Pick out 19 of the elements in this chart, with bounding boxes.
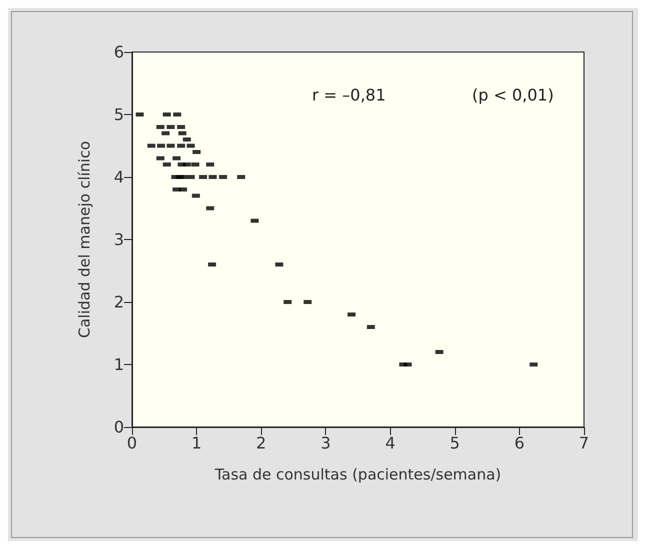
y-tick-label: 4: [114, 168, 124, 186]
x-axis-title: Tasa de consultas (pacientes/semana): [214, 466, 502, 484]
y-tick-label: 5: [114, 105, 124, 124]
annotation: r = –0,81: [312, 86, 386, 104]
y-tick-label: 6: [114, 42, 124, 62]
x-tick-label: 5: [450, 434, 460, 452]
annotation: (p < 0,01): [472, 86, 554, 104]
x-tick-label: 3: [320, 434, 331, 452]
x-tick-label: 7: [578, 434, 590, 452]
y-tick-label: 0: [114, 418, 124, 436]
y-tick-label: 2: [114, 292, 124, 312]
x-tick-label: 6: [514, 434, 525, 452]
x-tick-label: 2: [256, 434, 266, 452]
y-tick-label: 1: [114, 355, 124, 374]
y-axis-title: Calidad del manejo clínico: [76, 140, 94, 338]
x-tick-label: 4: [385, 434, 396, 452]
y-tick-label: 3: [114, 230, 124, 249]
x-tick-label: 0: [126, 434, 138, 452]
x-tick-label: 1: [191, 434, 202, 452]
